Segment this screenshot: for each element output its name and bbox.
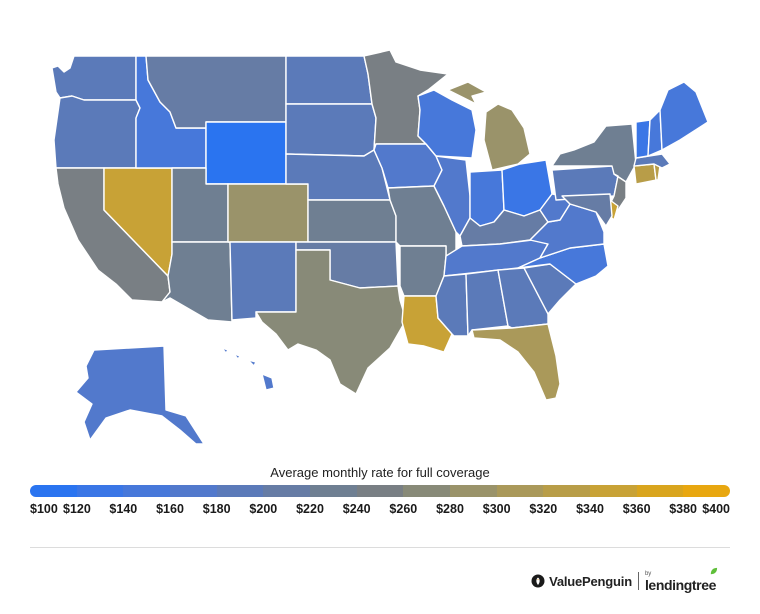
- legend-tick-label: $220: [296, 502, 324, 516]
- state-wi: [417, 89, 477, 159]
- legend-tick-label: $160: [156, 502, 184, 516]
- state-mi: [447, 81, 531, 171]
- state-or: [53, 95, 141, 169]
- legend-segment: [30, 485, 77, 497]
- state-ak: [75, 345, 205, 445]
- us-choropleth-map: [51, 49, 709, 445]
- legend-tick-label: $180: [202, 502, 231, 516]
- lendingtree-logo: by lendingtree: [644, 567, 718, 593]
- by-label: by: [644, 570, 652, 577]
- legend-title: Average monthly rate for full coverage: [270, 465, 490, 480]
- legend-segment: [263, 485, 311, 497]
- legend-tick-label: $100: [30, 502, 58, 516]
- state-ks: [307, 199, 397, 243]
- state-ct: [633, 163, 657, 185]
- legend-segment: [496, 485, 544, 497]
- legend-tick-label: $120: [63, 502, 91, 516]
- valuepenguin-logo: ValuePenguin: [531, 574, 632, 589]
- legend-segment: [450, 485, 497, 497]
- brand-footer: ValuePenguin by lendingtree: [531, 567, 718, 593]
- legend-color-bar: [30, 485, 730, 497]
- legend-segment: [636, 485, 684, 497]
- legend-segment: [356, 485, 404, 497]
- legend-segment: [543, 485, 591, 497]
- legend-tick-label: $300: [482, 502, 511, 516]
- state-hi: [221, 347, 275, 391]
- state-nd: [285, 55, 373, 105]
- legend-segment: [683, 485, 730, 497]
- state-wa: [51, 55, 137, 101]
- state-me: [659, 81, 709, 151]
- legend-tick-label: $240: [342, 502, 371, 516]
- legend-ticks: $100 $120 $140 $160 $180 $200 $220 $240 $260 $280…: [30, 502, 730, 518]
- legend-tick-label: $340: [576, 502, 604, 516]
- state-tx: [255, 249, 407, 395]
- state-ny: [551, 123, 637, 183]
- legend-segment: [590, 485, 637, 497]
- footer-divider: [30, 547, 730, 548]
- legend-segment: [170, 485, 217, 497]
- leaf-icon: [710, 567, 718, 574]
- legend-segment: [403, 485, 451, 497]
- state-sd: [285, 103, 377, 157]
- legend-tick-label: $260: [389, 502, 418, 516]
- legend-segment: [310, 485, 357, 497]
- legend-tick-label: $140: [109, 502, 138, 516]
- state-nm: [229, 241, 297, 321]
- map-svg: [51, 49, 709, 445]
- legend-tick-label: $200: [249, 502, 278, 516]
- legend-segment: [76, 485, 124, 497]
- state-il: [433, 155, 471, 237]
- state-co: [227, 183, 309, 243]
- valuepenguin-wordmark: ValuePenguin: [549, 573, 632, 589]
- state-fl: [471, 323, 561, 401]
- state-al: [465, 269, 509, 337]
- legend-segment: [216, 485, 264, 497]
- legend-tick-label: $360: [622, 502, 651, 516]
- lendingtree-wordmark: lendingtree: [644, 576, 716, 593]
- legend-tick-label: $280: [436, 502, 464, 516]
- legend-tick-label: $380: [669, 502, 697, 516]
- legend-tick-label: $320: [529, 502, 558, 516]
- brand-separator: [637, 572, 639, 590]
- legend-tick-label: $400: [702, 502, 730, 516]
- legend-segment: [123, 485, 171, 497]
- state-az: [161, 241, 233, 323]
- state-wy: [205, 121, 287, 185]
- penguin-icon: [531, 574, 545, 588]
- state-md: [561, 193, 613, 227]
